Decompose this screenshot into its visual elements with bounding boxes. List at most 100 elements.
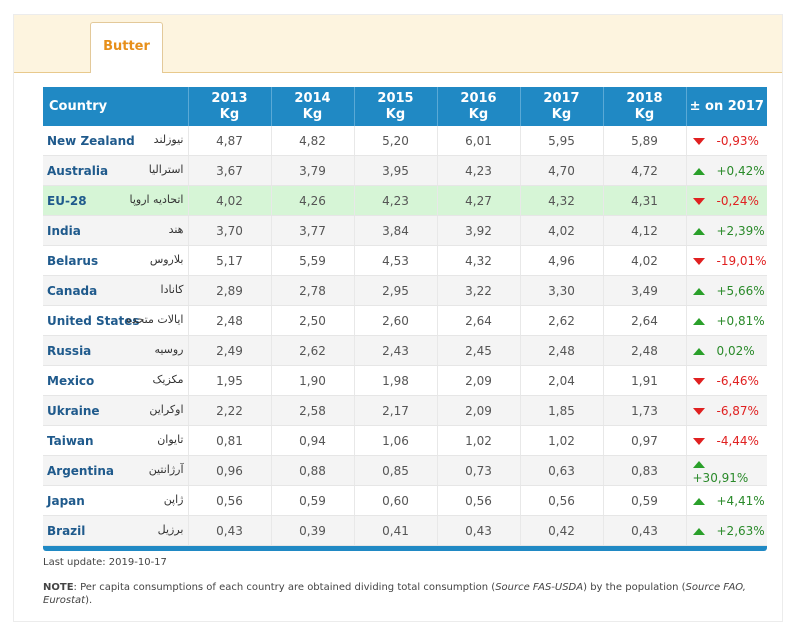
change-value: +5,66% <box>716 283 765 298</box>
note-text-2: ) by the population ( <box>583 582 686 593</box>
change-cell: -6,46% <box>685 365 767 396</box>
column-header: Country <box>43 87 188 126</box>
value-cell: 4,53 <box>353 245 437 276</box>
value-cell: 0,63 <box>519 455 603 486</box>
value-cell: 4,27 <box>436 185 520 216</box>
country-name: Australia <box>47 163 109 178</box>
country-name: India <box>47 223 81 238</box>
change-value: +0,42% <box>716 163 765 178</box>
country-cell: Mexico مکزیک <box>43 365 188 396</box>
table-row: Australia استرالیا 3,67 3,79 3,95 4,23 4,70 4,7… <box>43 155 767 186</box>
value-cell: 4,26 <box>270 185 354 216</box>
value-cell: 0,81 <box>187 425 271 456</box>
country-cell: Japan ژاپن <box>43 485 188 516</box>
column-header-text: Kg <box>219 106 240 122</box>
tab-butter[interactable]: Butter <box>90 22 163 73</box>
column-header-text: Kg <box>468 106 489 122</box>
change-cell: +2,63% <box>685 515 767 546</box>
value-cell: 2,64 <box>436 305 520 336</box>
country-name-persian: آرژانتین <box>148 463 184 476</box>
country-name: Taiwan <box>47 433 94 448</box>
column-header-text: 2017 <box>543 90 580 106</box>
value-cell: 1,98 <box>353 365 437 396</box>
column-header: 2016 Kg <box>436 87 520 126</box>
country-cell: EU-28 اتحادیه اروپا <box>43 185 188 216</box>
column-header: 2018 Kg <box>602 87 686 126</box>
country-name-persian: بلاروس <box>149 253 184 266</box>
consumption-table-wrapper: Country 2013 Kg 2014 Kg 2015 Kg 2016 Kg 2017 Kg 201… <box>43 87 767 551</box>
value-cell: 1,85 <box>519 395 603 426</box>
value-cell: 4,02 <box>187 185 271 216</box>
table-row: Taiwan تایوان 0,81 0,94 1,06 1,02 1,02 0,97 -4,4… <box>43 425 767 456</box>
column-header: 2013 Kg <box>187 87 271 126</box>
tab-bar: Butter <box>14 15 782 73</box>
change-cell: -6,87% <box>685 395 767 426</box>
country-cell: India هند <box>43 215 188 246</box>
value-cell: 1,02 <box>436 425 520 456</box>
column-header-text: 2014 <box>294 90 331 106</box>
value-cell: 5,17 <box>187 245 271 276</box>
change-cell: +0,81% <box>685 305 767 336</box>
value-cell: 2,09 <box>436 365 520 396</box>
value-cell: 4,70 <box>519 155 603 186</box>
country-cell: Taiwan تایوان <box>43 425 188 456</box>
value-cell: 4,32 <box>519 185 603 216</box>
value-cell: 2,78 <box>270 275 354 306</box>
note-text-1: : Per capita consumptions of each countr… <box>73 582 496 593</box>
country-name: Ukraine <box>47 403 100 418</box>
change-cell: -0,93% <box>685 126 767 156</box>
note-source-2: Source FAO, Eurostat <box>43 582 746 606</box>
value-cell: 4,02 <box>519 215 603 246</box>
country-cell: Argentina آرژانتین <box>43 455 188 486</box>
value-cell: 0,83 <box>602 455 686 486</box>
value-cell: 4,87 <box>187 126 271 156</box>
change-cell: 0,02% <box>685 335 767 366</box>
arrow-up-icon <box>692 347 705 355</box>
value-cell: 3,49 <box>602 275 686 306</box>
value-cell: 5,89 <box>602 126 686 156</box>
value-cell: 0,41 <box>353 515 437 546</box>
value-cell: 3,77 <box>270 215 354 246</box>
change-cell: -19,01% <box>685 245 767 276</box>
country-name-persian: برزیل <box>157 523 184 536</box>
value-cell: 1,02 <box>519 425 603 456</box>
note-label: NOTE <box>43 582 74 593</box>
arrow-up-icon <box>692 460 705 468</box>
value-cell: 0,42 <box>519 515 603 546</box>
country-cell: Ukraine اوکراین <box>43 395 188 426</box>
value-cell: 2,22 <box>187 395 271 426</box>
change-value: -0,93% <box>716 133 759 148</box>
country-name-persian: نیوزلند <box>153 133 184 146</box>
table-row: India هند 3,70 3,77 3,84 3,92 4,02 4,12 +2,39% <box>43 215 767 246</box>
value-cell: 2,62 <box>270 335 354 366</box>
column-header: 2014 Kg <box>270 87 354 126</box>
country-name: Mexico <box>47 373 95 388</box>
change-value: +30,91% <box>692 470 749 485</box>
column-header-text: 2015 <box>377 90 414 106</box>
table-row: EU-28 اتحادیه اروپا 4,02 4,26 4,23 4,27 4,32 4,… <box>43 185 767 216</box>
value-cell: 0,60 <box>353 485 437 516</box>
last-update: Last update: 2019-10-17 <box>43 557 167 568</box>
value-cell: 0,43 <box>602 515 686 546</box>
value-cell: 1,91 <box>602 365 686 396</box>
country-name-persian: اتحادیه اروپا <box>129 193 184 206</box>
change-cell: +2,39% <box>685 215 767 246</box>
value-cell: 2,09 <box>436 395 520 426</box>
country-name: Argentina <box>47 463 114 478</box>
value-cell: 2,48 <box>187 305 271 336</box>
country-name-persian: روسیه <box>154 343 184 356</box>
change-value: +2,39% <box>716 223 765 238</box>
arrow-up-icon <box>692 317 705 325</box>
value-cell: 0,56 <box>519 485 603 516</box>
change-value: -4,44% <box>716 433 759 448</box>
value-cell: 0,56 <box>436 485 520 516</box>
column-header-text: 2013 <box>211 90 248 106</box>
country-name: Belarus <box>47 253 99 268</box>
value-cell: 3,84 <box>353 215 437 246</box>
value-cell: 0,96 <box>187 455 271 486</box>
column-header-text: Kg <box>385 106 406 122</box>
country-name: New Zealand <box>47 133 135 148</box>
country-cell: Russia روسیه <box>43 335 188 366</box>
change-value: 0,02% <box>716 343 755 358</box>
arrow-down-icon <box>692 377 705 385</box>
